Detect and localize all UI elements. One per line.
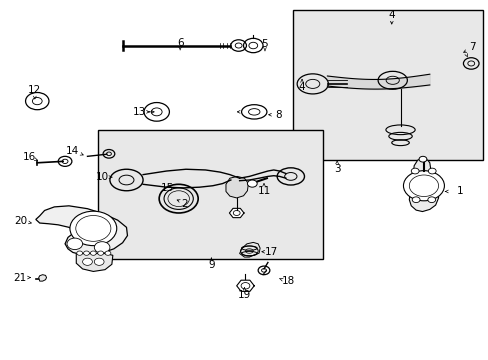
Bar <box>98 130 322 259</box>
Circle shape <box>247 180 257 187</box>
Polygon shape <box>239 242 260 257</box>
Text: 16: 16 <box>22 152 36 162</box>
Bar <box>293 10 483 160</box>
Text: 9: 9 <box>207 260 214 270</box>
Text: 4: 4 <box>387 10 394 20</box>
Text: 15: 15 <box>161 183 174 193</box>
Circle shape <box>94 258 104 265</box>
Circle shape <box>403 171 444 201</box>
Text: 11: 11 <box>257 186 270 197</box>
Circle shape <box>427 168 435 174</box>
Text: 1: 1 <box>456 186 463 197</box>
Text: 7: 7 <box>468 42 475 52</box>
Polygon shape <box>229 208 244 218</box>
Circle shape <box>67 238 82 249</box>
Text: 21: 21 <box>14 273 27 283</box>
Polygon shape <box>236 280 254 291</box>
Text: 4: 4 <box>298 82 305 92</box>
Circle shape <box>94 242 110 253</box>
Circle shape <box>427 197 435 203</box>
Polygon shape <box>408 158 438 212</box>
Text: 5: 5 <box>261 39 268 49</box>
Polygon shape <box>225 176 248 198</box>
Circle shape <box>418 156 426 162</box>
Circle shape <box>410 168 418 174</box>
Text: 19: 19 <box>237 291 251 301</box>
Polygon shape <box>76 253 113 271</box>
Polygon shape <box>39 275 46 281</box>
Text: 18: 18 <box>281 276 294 286</box>
Circle shape <box>82 258 92 265</box>
Text: 8: 8 <box>275 110 282 120</box>
Circle shape <box>77 251 82 255</box>
Text: 10: 10 <box>95 172 108 182</box>
Circle shape <box>70 211 117 246</box>
Text: 2: 2 <box>182 199 188 210</box>
Text: 13: 13 <box>132 107 145 117</box>
Polygon shape <box>36 206 127 255</box>
Text: 17: 17 <box>264 247 278 257</box>
Circle shape <box>105 251 111 255</box>
Circle shape <box>90 251 96 255</box>
Text: 20: 20 <box>15 216 28 226</box>
Circle shape <box>83 251 89 255</box>
Text: 6: 6 <box>177 38 183 48</box>
Circle shape <box>98 251 103 255</box>
Text: 12: 12 <box>28 85 41 95</box>
Text: 3: 3 <box>333 164 340 174</box>
Circle shape <box>411 197 419 203</box>
Text: 14: 14 <box>66 145 80 156</box>
